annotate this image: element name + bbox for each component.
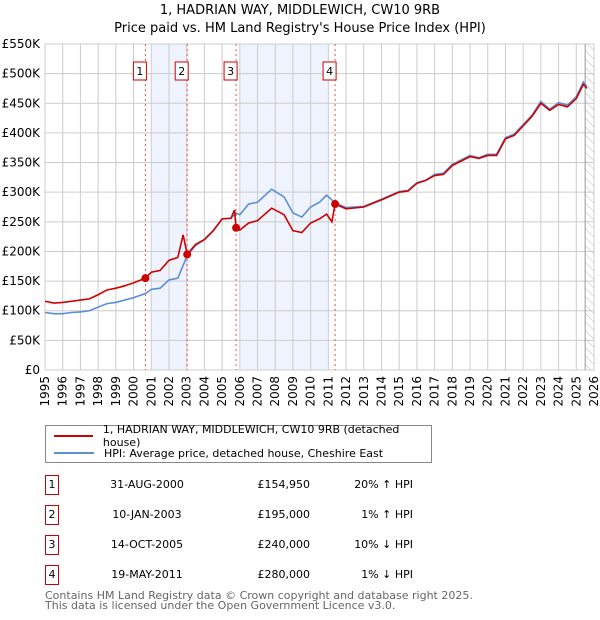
y-tick-label: £400K — [2, 126, 42, 140]
y-tick-label: £450K — [2, 96, 42, 110]
x-tick-label: 2026 — [587, 376, 600, 407]
sale-label: 4 — [326, 65, 333, 78]
legend-label: HPI: Average price, detached house, Ches… — [104, 446, 384, 460]
legend-item-hpi: HPI: Average price, detached house, Ches… — [54, 445, 383, 461]
x-tick-label: 2006 — [233, 376, 247, 407]
sale-number-badge: 3 — [45, 535, 59, 555]
x-tick-label: 2022 — [516, 376, 530, 407]
x-tick-label: 2019 — [463, 376, 477, 407]
price-paid-line — [44, 82, 588, 304]
y-tick-label: £300K — [2, 185, 42, 199]
y-tick-label: £500K — [2, 67, 42, 81]
x-tick-label: 2018 — [445, 376, 459, 407]
legend-swatch-red — [54, 435, 93, 437]
sale-point — [232, 223, 241, 232]
x-tick-label: 2008 — [268, 376, 282, 407]
y-tick-label: £200K — [2, 244, 42, 258]
sale-row: 2 10-JAN-2003 £195,000 1% ↑ HPI — [45, 505, 413, 525]
legend-item-property: 1, HADRIAN WAY, MIDDLEWICH, CW10 9RB (de… — [54, 423, 431, 449]
x-tick-label: 1997 — [73, 376, 87, 407]
sale-hpi-diff: 20% ↑ HPI — [354, 478, 413, 491]
y-tick-label: £250K — [2, 215, 42, 229]
x-tick-label: 1998 — [91, 376, 105, 407]
legend: 1, HADRIAN WAY, MIDDLEWICH, CW10 9RB (de… — [45, 423, 432, 463]
x-tick-label: 2025 — [569, 376, 583, 407]
forecast-hatch — [585, 44, 594, 370]
sale-price: £195,000 — [257, 508, 311, 521]
footer-licence: This data is licensed under the Open Gov… — [45, 599, 396, 612]
footer: Contains HM Land Registry data © Crown c… — [45, 589, 473, 612]
sale-date: 31-AUG-2000 — [110, 478, 184, 491]
sale-hpi-diff: 1% ↑ HPI — [361, 508, 413, 521]
sale-point — [183, 250, 192, 259]
x-tick-label: 2005 — [215, 376, 229, 407]
x-tick-label: 2009 — [286, 376, 300, 407]
sale-date: 10-JAN-2003 — [112, 508, 182, 521]
y-tick-label: £150K — [2, 274, 42, 288]
sale-price: £240,000 — [257, 538, 311, 551]
sale-row: 3 14-OCT-2005 £240,000 10% ↓ HPI — [45, 535, 413, 555]
x-tick-label: 2024 — [552, 376, 566, 407]
x-tick-label: 2015 — [392, 376, 406, 407]
hpi-line — [44, 80, 588, 315]
sale-label-box — [132, 61, 147, 81]
x-tick-label: 2000 — [127, 376, 141, 407]
y-tick-label: £350K — [2, 156, 42, 170]
chart-subtitle: Price paid vs. HM Land Registry's House … — [114, 21, 486, 36]
x-tick-label: 2011 — [321, 376, 335, 407]
shaded-period — [239, 44, 329, 370]
y-tick-label: £50K — [9, 333, 41, 347]
x-tick-label: 2001 — [144, 376, 158, 407]
y-tick-label: £0 — [25, 363, 40, 377]
y-tick-label: £550K — [2, 37, 42, 51]
x-tick-label: 2003 — [180, 376, 194, 407]
sale-date: 19-MAY-2011 — [111, 568, 183, 581]
sale-number-badge: 4 — [45, 565, 59, 585]
x-tick-label: 1995 — [38, 376, 52, 407]
footer-copyright: Contains HM Land Registry data © Crown c… — [45, 589, 473, 602]
sale-hpi-diff: 1% ↓ HPI — [361, 568, 413, 581]
x-tick-label: 2020 — [481, 376, 495, 407]
sale-label: 2 — [178, 65, 185, 78]
sale-point — [141, 274, 150, 283]
x-tick-label: 2017 — [428, 376, 442, 407]
x-tick-label: 2021 — [498, 376, 512, 407]
legend-label: 1, HADRIAN WAY, MIDDLEWICH, CW10 9RB (de… — [102, 423, 400, 449]
x-tick-label: 1999 — [109, 376, 123, 407]
y-tick-label: £100K — [2, 304, 42, 318]
x-tick-label: 1996 — [56, 376, 70, 407]
sale-price: £154,950 — [257, 478, 311, 491]
sale-date: 14-OCT-2005 — [110, 538, 184, 551]
chart-title: 1, HADRIAN WAY, MIDDLEWICH, CW10 9RB — [159, 3, 441, 18]
sale-label-box — [223, 61, 238, 81]
x-tick-label: 2010 — [304, 376, 318, 407]
x-tick-label: 2007 — [251, 376, 265, 407]
x-tick-label: 2002 — [162, 376, 176, 407]
sale-row: 4 19-MAY-2011 £280,000 1% ↓ HPI — [45, 565, 413, 585]
legend-swatch-blue — [54, 452, 94, 454]
x-tick-label: 2012 — [339, 376, 353, 407]
sale-number-badge: 1 — [45, 475, 59, 495]
price-chart: 1995 1996 1997 1998 1999 2000 2001 2002 2003 2004… — [2, 37, 600, 407]
x-tick-label: 2016 — [410, 376, 424, 407]
sale-hpi-diff: 10% ↓ HPI — [354, 538, 413, 551]
x-tick-label: 2014 — [374, 376, 388, 407]
sale-number-badge: 2 — [45, 505, 59, 525]
x-tick-label: 2004 — [197, 376, 211, 407]
sale-label: 1 — [136, 65, 143, 78]
sale-point — [331, 200, 340, 209]
sale-price: £280,000 — [257, 568, 311, 581]
x-tick-label: 2013 — [357, 376, 371, 407]
sale-label-box — [322, 61, 337, 81]
sale-row: 1 31-AUG-2000 £154,950 20% ↑ HPI — [45, 475, 413, 495]
sale-label-box — [174, 61, 189, 81]
x-tick-label: 2023 — [534, 376, 548, 407]
sale-label: 3 — [227, 65, 234, 78]
